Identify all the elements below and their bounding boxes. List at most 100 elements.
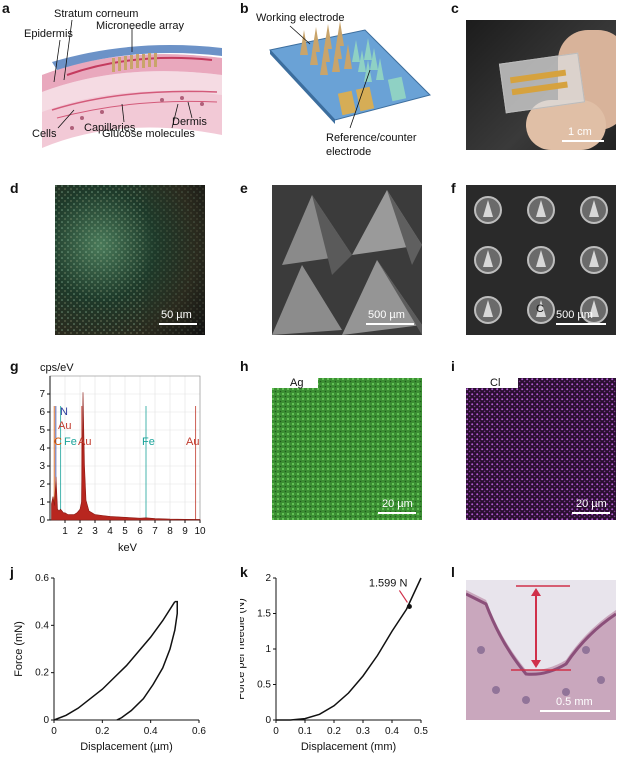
y-tick-label: 1 bbox=[265, 644, 271, 655]
spectrum-area bbox=[51, 392, 201, 521]
scale-bar-i bbox=[572, 512, 610, 514]
y-tick-label: 0.5 bbox=[257, 680, 271, 691]
elem-label-n: N bbox=[60, 406, 68, 418]
x-tick-label: 1 bbox=[62, 526, 68, 537]
x-tick-label: 0.2 bbox=[95, 726, 109, 737]
elem-label-fe1: Fe bbox=[64, 436, 77, 448]
y-tick-label: 0.6 bbox=[35, 573, 49, 584]
scale-bar-l bbox=[540, 710, 610, 712]
scale-label-d: 50 µm bbox=[161, 309, 192, 321]
label-reference-electrode-2: electrode bbox=[326, 146, 372, 158]
y-tick-label: 4 bbox=[39, 443, 45, 454]
y-tick-label: 0.4 bbox=[35, 620, 49, 631]
panel-label-e: e bbox=[240, 180, 248, 196]
y-tick-label: 1 bbox=[39, 497, 45, 508]
force-curve-1 bbox=[116, 600, 178, 721]
skin-illustration bbox=[42, 19, 222, 149]
x-tick-label: 10 bbox=[194, 526, 206, 537]
x-tick-label: 6 bbox=[137, 526, 143, 537]
label-glucose: Glucose molecules bbox=[102, 128, 195, 140]
panel-a-schematic: Stratum corneum Epidermis Microneedle ar… bbox=[12, 0, 237, 175]
panel-label-h: h bbox=[240, 358, 249, 374]
label-stratum-corneum: Stratum corneum bbox=[54, 8, 139, 20]
x-axis-title: Displacement (µm) bbox=[80, 741, 173, 753]
y-tick-label: 0.2 bbox=[35, 668, 49, 679]
x-tick-label: 0.2 bbox=[327, 726, 341, 737]
elem-label-c: C bbox=[54, 436, 62, 448]
histology-image bbox=[466, 580, 616, 720]
elem-label-au2: Au bbox=[78, 436, 92, 448]
x-tick-label: 4 bbox=[107, 526, 113, 537]
label-microneedle-array: Microneedle array bbox=[96, 20, 185, 32]
x-tick-label: 3 bbox=[92, 526, 98, 537]
micrograph-texture bbox=[55, 185, 205, 335]
panel-b-schematic: Working electrode Reference/counter elec… bbox=[240, 0, 445, 175]
x-tick-label: 0.3 bbox=[356, 726, 370, 737]
panel-i-map: Cl 20 µm bbox=[466, 378, 616, 520]
x-tick-label: 0 bbox=[51, 726, 57, 737]
scale-label-i: 20 µm bbox=[576, 498, 607, 510]
panel-c-photo: 1 cm bbox=[466, 20, 616, 150]
chart-g-xlabel: keV bbox=[118, 542, 137, 554]
y-tick-label: 2 bbox=[39, 479, 45, 490]
panel-d-micrograph: 50 µm bbox=[55, 185, 205, 335]
panel-j-chart: 0 0.2 0.4 0.6 0 0.2 0.4 0.6 Displacement (µm) For… bbox=[10, 568, 235, 758]
marker-f: C bbox=[536, 303, 544, 315]
scale-bar-c bbox=[562, 140, 604, 142]
panel-label-k: k bbox=[240, 564, 248, 580]
scale-bar-f bbox=[556, 323, 606, 325]
y-tick-label: 7 bbox=[39, 389, 45, 400]
electrode-illustration bbox=[269, 21, 431, 129]
x-tick-label: 0.4 bbox=[385, 726, 399, 737]
panel-label-a: a bbox=[2, 0, 10, 16]
panel-h-map: Ag 20 µm bbox=[272, 378, 422, 520]
scale-bar-h bbox=[378, 512, 416, 514]
force-curve-0 bbox=[53, 601, 176, 721]
panel-label-d: d bbox=[10, 180, 19, 196]
panel-g-chart: 1 2 3 4 5 6 7 8 9 10 0 1 2 3 4 5 6 7 cps/eV keV N Au C Fe… bbox=[10, 358, 235, 558]
elem-label-au1: Au bbox=[58, 420, 72, 432]
x-tick-label: 7 bbox=[152, 526, 158, 537]
label-dermis: Dermis bbox=[172, 116, 207, 128]
annotation-label: 1.599 N bbox=[369, 577, 408, 589]
y-axis-title: Force per needle (N) bbox=[240, 598, 247, 700]
chart-g-ylabel: cps/eV bbox=[40, 362, 74, 374]
force-curve bbox=[276, 577, 422, 721]
panel-k-chart: 0 0.1 0.2 0.3 0.4 0.5 0 0.5 1 1.5 2 Displacement (m… bbox=[240, 568, 445, 758]
map-label-cl: Cl bbox=[490, 378, 501, 389]
panel-label-j: j bbox=[10, 564, 14, 580]
y-tick-label: 6 bbox=[39, 407, 45, 418]
panel-e-sem: 500 µm bbox=[272, 185, 422, 335]
x-tick-label: 0 bbox=[273, 726, 279, 737]
scale-bar-e bbox=[366, 323, 414, 325]
scale-label-e: 500 µm bbox=[368, 309, 405, 321]
panel-label-i: i bbox=[451, 358, 455, 374]
panel-f-array: C 500 µm bbox=[466, 185, 616, 335]
panel-label-b: b bbox=[240, 0, 249, 16]
annotation-point bbox=[406, 603, 412, 609]
x-tick-label: 0.4 bbox=[144, 726, 158, 737]
map-label-ag: Ag bbox=[290, 378, 304, 389]
x-tick-label: 5 bbox=[122, 526, 128, 537]
elem-label-fe2: Fe bbox=[142, 436, 155, 448]
panel-label-c: c bbox=[451, 0, 459, 16]
scale-bar-d bbox=[159, 323, 197, 325]
scale-label-f: 500 µm bbox=[556, 309, 593, 321]
needle-array-grid bbox=[474, 196, 608, 324]
label-reference-electrode: Reference/counter bbox=[326, 132, 417, 144]
elem-label-au3: Au bbox=[186, 436, 200, 448]
x-tick-label: 0.1 bbox=[298, 726, 312, 737]
x-tick-label: 0.5 bbox=[414, 726, 428, 737]
cl-map-texture bbox=[466, 378, 616, 520]
label-capillaries: Capillaries bbox=[84, 122, 136, 134]
scale-label-c: 1 cm bbox=[568, 126, 592, 138]
y-tick-label: 2 bbox=[265, 573, 271, 584]
ag-map-texture bbox=[272, 378, 422, 520]
scale-label-h: 20 µm bbox=[382, 498, 413, 510]
chart-j-svg: 0 0.2 0.4 0.6 0 0.2 0.4 0.6 Displacement (µm) For… bbox=[13, 573, 206, 753]
y-tick-label: 0 bbox=[43, 715, 49, 726]
x-tick-label: 8 bbox=[167, 526, 173, 537]
x-tick-label: 0.6 bbox=[192, 726, 206, 737]
y-tick-label: 3 bbox=[39, 461, 45, 472]
